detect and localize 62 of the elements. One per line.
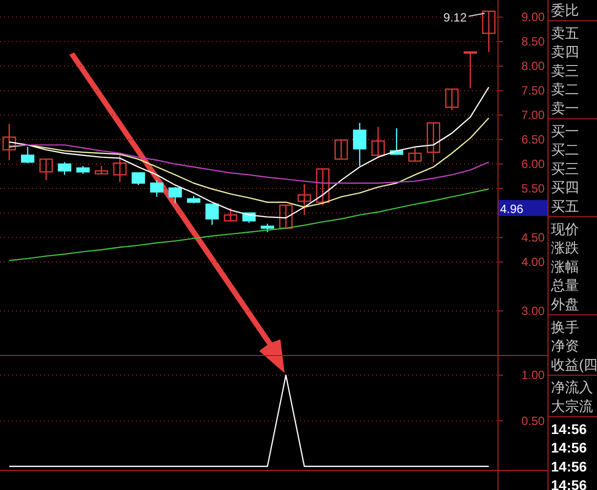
text: 14:56 [551, 458, 588, 474]
text: 收益(四 [551, 356, 597, 372]
candlestick [464, 51, 478, 89]
text: 涨跌 [551, 240, 579, 256]
candlestick [205, 204, 219, 226]
y-tick-label: 3.00 [521, 304, 545, 318]
text: 涨幅 [551, 258, 579, 274]
candlestick [132, 172, 146, 186]
line-series [8, 188, 490, 262]
text: 外盘 [551, 296, 579, 312]
candlestick [279, 204, 293, 229]
y-tick-label: 4.50 [521, 230, 545, 244]
candlestick [2, 123, 16, 161]
y-tick-label: 0.50 [521, 414, 545, 428]
y-tick-label: 1.00 [521, 368, 545, 382]
y-tick-label: 4.00 [521, 254, 545, 269]
y-tick-label: 9.00 [521, 10, 545, 24]
text: 买五 [551, 198, 579, 214]
text: 换手 [551, 318, 579, 335]
text: 卖四 [551, 44, 579, 60]
text: 买四 [551, 179, 579, 196]
y-tick-label: 7.50 [521, 84, 545, 98]
candlestick [426, 122, 440, 163]
y-tick-label: 6.00 [521, 157, 545, 172]
text: 卖二 [551, 81, 579, 98]
candlestick [113, 154, 127, 183]
candlestick [445, 88, 459, 111]
candlestick [316, 168, 330, 206]
text: 现价 [551, 220, 579, 237]
candlestick [150, 180, 164, 198]
text: 4.96 [500, 202, 524, 216]
text: 委比 [551, 2, 579, 18]
text: 大宗流 [551, 398, 593, 414]
y-tick-label: 8.50 [521, 34, 545, 49]
text: 净资 [551, 338, 579, 354]
candlestick [58, 161, 72, 176]
candlestick [168, 186, 182, 204]
y-tick-label: 8.00 [521, 59, 545, 74]
annotation: 9.12 [443, 10, 468, 24]
text: 买二 [551, 142, 579, 158]
text: 卖五 [551, 24, 579, 41]
text: 买三 [551, 160, 579, 176]
text: 14:56 [551, 440, 588, 456]
candlestick [224, 208, 238, 222]
text: 买一 [551, 122, 579, 139]
candlestick [408, 147, 422, 162]
candlestick [371, 126, 385, 158]
text: 卖三 [551, 62, 579, 78]
candlestick [352, 122, 366, 167]
text: 卖一 [551, 100, 579, 116]
candlestick [298, 184, 312, 216]
text: 14:56 [551, 477, 588, 490]
text: 净流入 [551, 379, 593, 396]
y-tick-label: 5.50 [521, 182, 545, 196]
candlestick [482, 10, 496, 53]
y-tick-label: 7.00 [521, 108, 545, 122]
text: 总量 [550, 277, 579, 294]
candlestick [39, 158, 53, 181]
candlestick [334, 139, 348, 160]
candlestick [20, 146, 34, 164]
text: 14:56 [551, 420, 588, 437]
y-tick-label: 6.50 [521, 132, 545, 147]
